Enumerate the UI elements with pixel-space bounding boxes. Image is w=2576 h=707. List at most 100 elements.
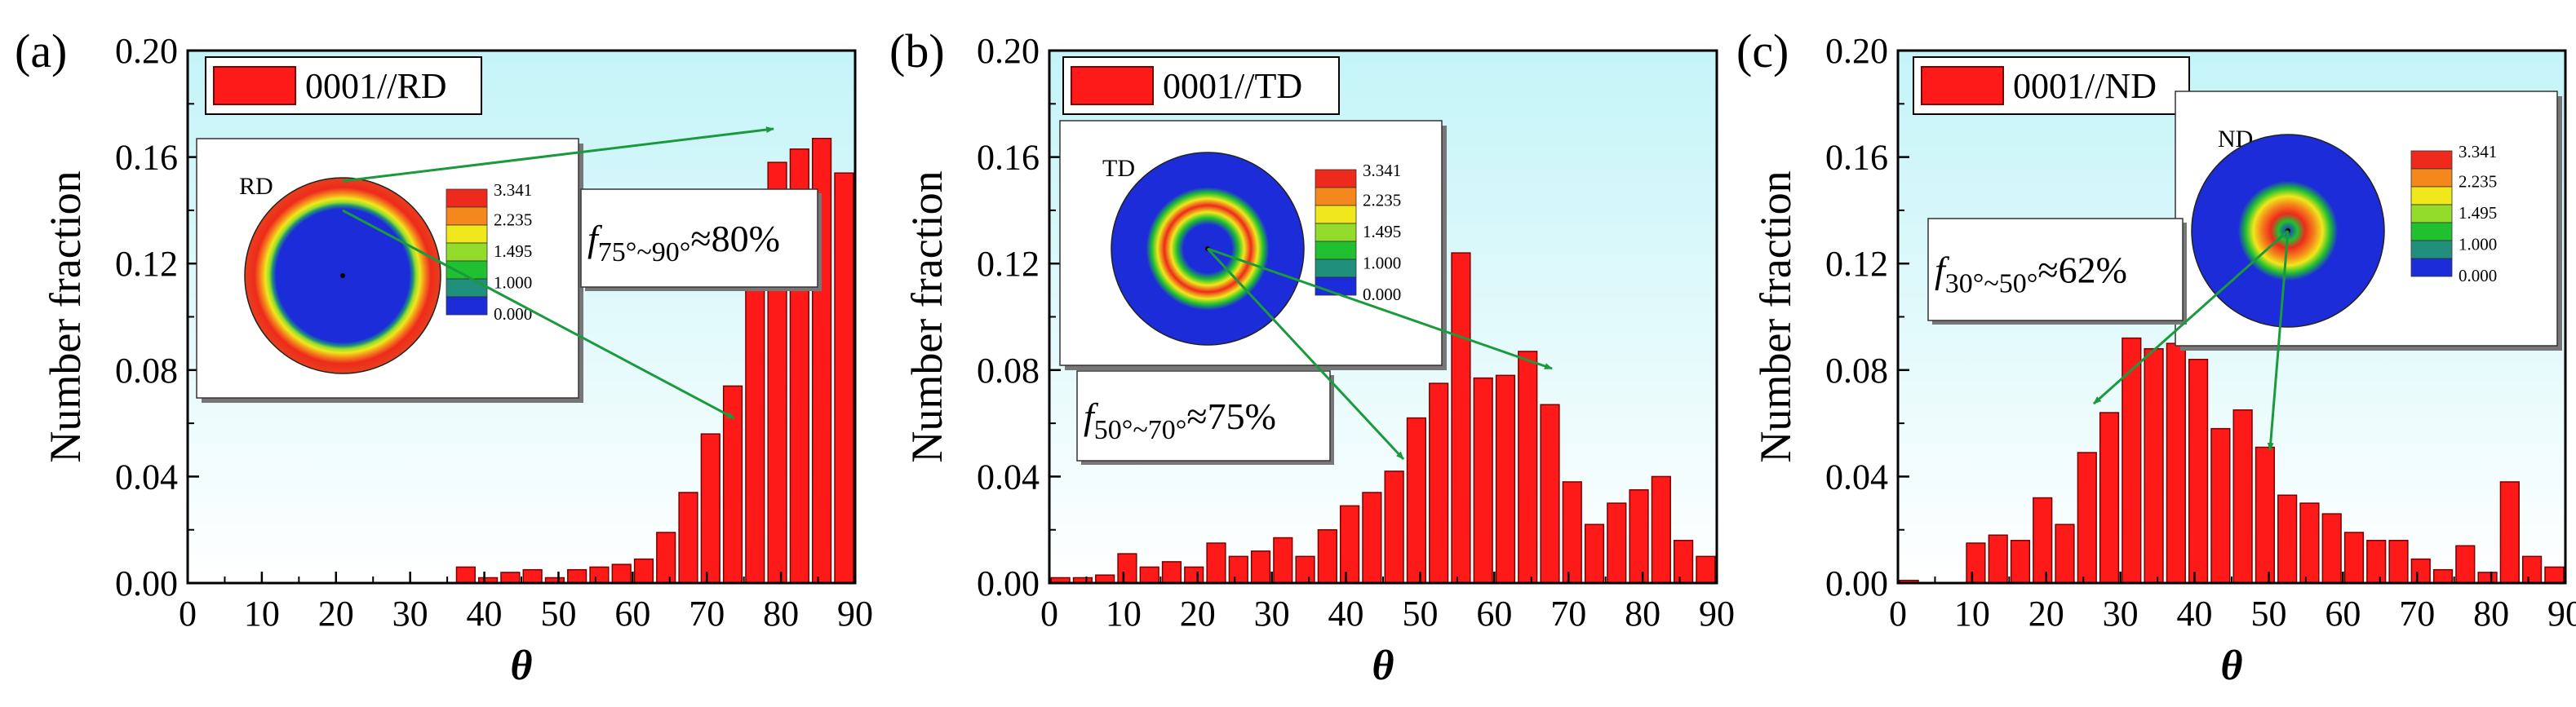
colorbar-segment xyxy=(2410,168,2453,188)
colorbar-segment xyxy=(1315,187,1357,206)
x-tick-label: 80 xyxy=(1625,594,1660,634)
annotation-text: f75°~90°≈80% xyxy=(587,218,780,267)
bar xyxy=(633,558,654,584)
bar xyxy=(1988,534,2008,584)
y-tick-label: 0.00 xyxy=(1825,563,1888,603)
colorbar-label: 1.495 xyxy=(494,241,532,261)
pointer-arrow xyxy=(1207,247,1553,370)
colorbar-segment xyxy=(2410,204,2453,223)
annotation-text: f50°~70°≈75% xyxy=(1084,395,1276,445)
bar xyxy=(678,492,698,584)
bar xyxy=(2343,532,2365,584)
x-tick-label: 60 xyxy=(1476,594,1512,634)
colorbar-segment xyxy=(2410,150,2453,170)
bar xyxy=(1161,561,1182,584)
bar xyxy=(1384,471,1404,584)
x-tick-label: 90 xyxy=(837,594,873,634)
annotation-value: ≈75% xyxy=(1186,395,1276,437)
x-tick-label: 80 xyxy=(763,594,799,634)
bar xyxy=(455,566,476,584)
colorbar-segment xyxy=(2410,240,2453,259)
annotation-subscript: 75°~90° xyxy=(598,237,691,267)
x-tick-label: 30 xyxy=(1254,594,1290,634)
bar xyxy=(1117,553,1137,584)
x-tick-label: 70 xyxy=(2399,594,2435,634)
x-tick-label: 50 xyxy=(2250,594,2286,634)
x-tick-label: 30 xyxy=(2103,594,2139,634)
bar xyxy=(1451,252,1471,584)
x-tick-label: 20 xyxy=(1180,594,1216,634)
y-axis-label: Number fraction xyxy=(1751,170,1800,462)
bar xyxy=(1250,550,1271,584)
bar xyxy=(1540,404,1560,584)
x-tick-label: 60 xyxy=(614,594,650,634)
pointer-arrow xyxy=(342,209,735,420)
y-axis-label: Number fraction xyxy=(902,170,951,462)
colorbar-segment xyxy=(446,206,488,226)
x-tick-label: 70 xyxy=(689,594,725,634)
bar xyxy=(656,532,676,584)
annotation-box xyxy=(580,188,818,288)
x-tick-label: 90 xyxy=(2547,594,2576,634)
colorbar-label: 2.235 xyxy=(494,210,532,230)
legend-label: 0001//TD xyxy=(1163,66,1302,106)
bar xyxy=(2210,427,2231,584)
legend: 0001//ND xyxy=(1913,56,2190,115)
y-tick-label: 0.04 xyxy=(1825,457,1888,497)
bar xyxy=(2432,568,2454,584)
bar xyxy=(1673,540,1694,584)
bar xyxy=(1406,417,1427,584)
pointer-arrow xyxy=(342,126,774,183)
bar xyxy=(1429,382,1449,584)
bar xyxy=(2366,540,2387,584)
y-tick-label: 0.20 xyxy=(977,31,1040,71)
y-tick-label: 0.12 xyxy=(1825,244,1888,284)
x-axis-label: θ xyxy=(2221,643,2243,689)
bar xyxy=(1518,351,1538,584)
bar xyxy=(1584,524,1605,584)
bar xyxy=(2477,572,2498,584)
bar xyxy=(2232,409,2253,584)
x-axis-label: θ xyxy=(1372,643,1394,689)
fraction-annotation: f30°~50°≈62% xyxy=(1927,218,2187,325)
x-tick-label: 60 xyxy=(2325,594,2361,634)
panel-nd: 0 10 20 30 40 50 60 70 80 90 0.00 0.04 0.08 0.12 0.16 0… xyxy=(1736,24,2576,689)
bar xyxy=(2077,452,2097,584)
bar xyxy=(2521,555,2543,584)
x-tick-label: 40 xyxy=(1328,594,1364,634)
x-tick-label: 70 xyxy=(1550,594,1586,634)
pole-label: RD xyxy=(239,173,273,200)
bar xyxy=(2321,513,2342,584)
bar xyxy=(1206,542,1226,584)
colorbar-segment xyxy=(1315,205,1357,224)
colorbar-label: 1.495 xyxy=(2459,203,2497,223)
panel-rd: 0 10 20 30 40 50 60 70 80 90 0.00 0.04 0.08 0.12 0.16 0… xyxy=(15,24,873,689)
bar xyxy=(1184,566,1204,584)
y-tick-label: 0.16 xyxy=(115,138,178,178)
bar xyxy=(611,563,632,584)
panel-td: 0 10 20 30 40 50 60 70 80 90 0.00 0.04 0.08 0.12 0.16 0… xyxy=(889,24,1735,689)
bar xyxy=(2033,497,2053,584)
pole-label: TD xyxy=(1102,155,1135,182)
colorbar-label: 0.000 xyxy=(1363,285,1401,304)
colorbar-segment xyxy=(446,296,488,316)
bar xyxy=(2277,494,2298,584)
x-tick-label: 0 xyxy=(179,594,197,634)
bar xyxy=(2099,412,2120,584)
panel-label: (a) xyxy=(15,24,67,77)
bar xyxy=(589,566,610,584)
pointer-arrow xyxy=(2267,230,2290,451)
bar xyxy=(1362,492,1382,584)
colorbar-segment xyxy=(446,224,488,244)
annotation-subscript: 50°~70° xyxy=(1094,415,1187,445)
bar xyxy=(1562,481,1582,584)
annotation-value: ≈62% xyxy=(2037,250,2127,291)
colorbar-label: 3.341 xyxy=(494,180,532,200)
bar xyxy=(2455,545,2476,584)
colorbar-label: 2.235 xyxy=(1363,191,1401,210)
y-tick-label: 0.20 xyxy=(1825,31,1888,71)
